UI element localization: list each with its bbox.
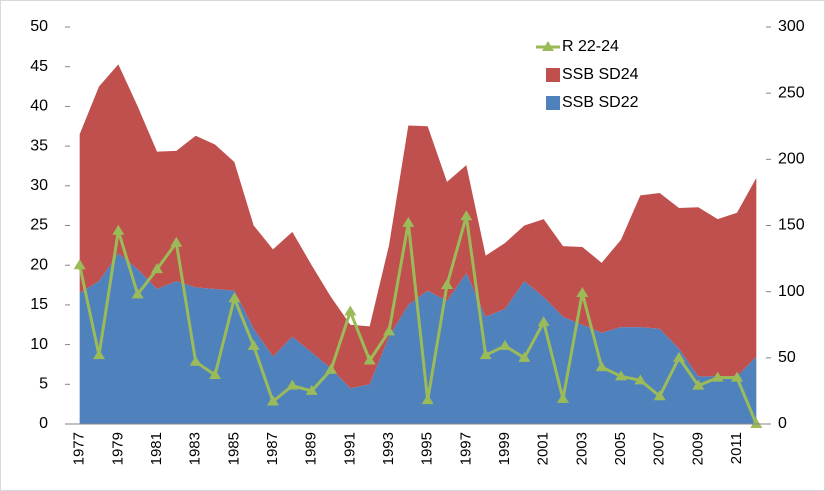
area bbox=[79, 253, 757, 424]
y-tick-label: 20 bbox=[30, 256, 48, 273]
x-tick-label: 2001 bbox=[535, 432, 552, 465]
marker bbox=[615, 370, 627, 381]
y2-tick-label: 0 bbox=[778, 415, 787, 432]
marker bbox=[499, 339, 511, 350]
marker bbox=[402, 216, 415, 227]
y2-tick-label: 250 bbox=[778, 84, 805, 101]
x-tick-label: 1979 bbox=[109, 432, 126, 465]
x-tick-label: 2011 bbox=[728, 432, 745, 464]
marker bbox=[595, 361, 608, 372]
marker bbox=[151, 263, 163, 274]
x-tick-label: 1991 bbox=[341, 432, 358, 465]
marker bbox=[344, 305, 357, 316]
x-tick-label: 2005 bbox=[612, 432, 629, 465]
marker bbox=[479, 349, 492, 360]
marker bbox=[170, 236, 183, 247]
x-tick-label: 1977 bbox=[71, 432, 88, 465]
x-tick-label: 2007 bbox=[651, 432, 668, 465]
marker bbox=[692, 379, 705, 390]
x-tick-label: 1985 bbox=[225, 432, 242, 465]
marker bbox=[93, 349, 105, 360]
x-tick-label: 2003 bbox=[573, 432, 590, 465]
marker bbox=[267, 395, 279, 406]
marker bbox=[209, 369, 221, 380]
marker bbox=[73, 259, 86, 270]
marker bbox=[325, 363, 337, 374]
marker bbox=[634, 374, 647, 385]
y-tick-label: 10 bbox=[30, 336, 48, 353]
legend-label: R 22-24 bbox=[562, 38, 619, 55]
x-tick-label: 1981 bbox=[148, 432, 165, 465]
legend-swatch bbox=[546, 68, 560, 82]
marker bbox=[557, 392, 569, 403]
marker bbox=[112, 224, 125, 235]
y-tick-label: 50 bbox=[30, 18, 48, 35]
marker bbox=[131, 288, 144, 299]
marker bbox=[711, 371, 724, 382]
marker bbox=[228, 292, 241, 303]
y-tick-label: 5 bbox=[39, 376, 48, 393]
marker bbox=[421, 394, 434, 405]
marker bbox=[537, 316, 550, 327]
legend-label: SSB SD24 bbox=[562, 66, 639, 83]
y-tick-label: 0 bbox=[39, 415, 48, 432]
y-tick-label: 30 bbox=[30, 177, 48, 194]
y2-tick-label: 100 bbox=[778, 283, 805, 300]
marker bbox=[460, 210, 473, 221]
y-tick-label: 25 bbox=[30, 217, 48, 234]
x-tick-label: 1993 bbox=[380, 432, 397, 465]
marker bbox=[189, 355, 202, 366]
y-tick-label: 35 bbox=[30, 137, 48, 154]
marker bbox=[518, 351, 531, 362]
y-tick-label: 45 bbox=[30, 58, 48, 75]
marker bbox=[247, 339, 260, 350]
y2-tick-label: 150 bbox=[778, 217, 805, 234]
legend-marker bbox=[542, 41, 554, 51]
x-tick-label: 1989 bbox=[303, 432, 320, 465]
marker bbox=[731, 371, 743, 382]
marker bbox=[441, 279, 453, 290]
x-tick-label: 1983 bbox=[187, 432, 204, 465]
marker bbox=[653, 390, 666, 401]
y-tick-label: 40 bbox=[30, 98, 48, 115]
y2-tick-label: 200 bbox=[778, 151, 805, 168]
marker bbox=[305, 384, 318, 395]
legend-label: SSB SD22 bbox=[562, 94, 639, 111]
x-tick-label: 1999 bbox=[496, 432, 513, 465]
marker bbox=[673, 351, 685, 362]
legend-swatch bbox=[546, 96, 560, 110]
x-tick-label: 1987 bbox=[264, 432, 281, 465]
y2-tick-label: 50 bbox=[778, 349, 796, 366]
y2-tick-label: 300 bbox=[778, 18, 805, 35]
x-tick-label: 1995 bbox=[419, 432, 436, 465]
y-tick-label: 15 bbox=[30, 296, 48, 313]
x-tick-label: 1997 bbox=[457, 432, 474, 465]
marker bbox=[750, 418, 763, 428]
x-tick-label: 2009 bbox=[689, 432, 706, 465]
marker bbox=[286, 379, 299, 390]
marker bbox=[383, 325, 395, 336]
marker bbox=[576, 286, 589, 297]
marker bbox=[363, 354, 376, 365]
